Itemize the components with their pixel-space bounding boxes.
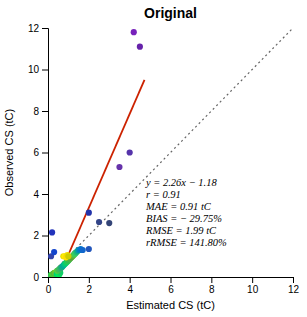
tick-mark <box>171 277 172 283</box>
point <box>116 164 122 170</box>
x-axis: 0 2 4 6 8 10 12 <box>46 277 300 295</box>
tick-label: 10 <box>247 284 259 295</box>
tick-label: 2 <box>87 284 93 295</box>
point <box>65 253 71 259</box>
annotation: y = 2.26x − 1.18r = 0.91MAE = 0.91 tCBIA… <box>145 177 227 248</box>
tick-label: 4 <box>127 284 133 295</box>
tick-mark <box>42 236 48 237</box>
annotation-line: RMSE = 1.99 tC <box>145 225 217 236</box>
tick: 8 <box>33 106 48 117</box>
tick-label: 8 <box>209 284 215 295</box>
annotation-line: r = 0.91 <box>146 189 181 200</box>
point <box>49 229 55 235</box>
tick-mark <box>42 111 48 112</box>
tick: 6 <box>33 147 48 158</box>
tick: 12 <box>28 23 48 34</box>
tick: 0 <box>46 277 52 295</box>
tick-mark <box>89 277 90 283</box>
annotation-line: MAE = 0.91 tC <box>145 201 212 212</box>
tick-mark <box>42 28 48 29</box>
tick: 10 <box>247 277 259 295</box>
point <box>131 29 137 35</box>
point <box>51 249 57 255</box>
reference-line <box>48 28 293 277</box>
tick-mark <box>42 194 48 195</box>
tick-mark <box>42 153 48 154</box>
tick-label: 4 <box>33 189 39 200</box>
y-axis-title: Observed CS (tC) <box>3 109 15 196</box>
point <box>86 210 92 216</box>
tick-label: 8 <box>33 106 39 117</box>
tick-label: 6 <box>168 284 174 295</box>
tick-label: 12 <box>288 284 300 295</box>
tick: 4 <box>127 277 133 295</box>
tick-mark <box>252 277 253 283</box>
plot-area <box>48 28 293 277</box>
tick: 10 <box>28 64 48 75</box>
tick: 0 <box>33 272 48 283</box>
tick-mark <box>211 277 212 283</box>
tick: 2 <box>33 230 48 241</box>
y-axis: 0 2 4 6 8 10 12 <box>28 23 49 283</box>
axis-line <box>42 29 49 278</box>
tick-label: 2 <box>33 230 39 241</box>
tick: 6 <box>168 277 174 295</box>
point <box>137 44 143 50</box>
tick-label: 6 <box>33 147 39 158</box>
chart: 0 2 4 6 8 10 12 0 2 4 6 8 10 12 y = 2.26x − 1.18r = 0.… <box>0 0 307 317</box>
tick: 2 <box>87 277 93 295</box>
point <box>96 219 102 225</box>
tick-mark <box>42 70 48 71</box>
regression-line <box>59 80 145 277</box>
tick-label: 12 <box>28 23 40 34</box>
tick-label: 0 <box>46 284 52 295</box>
annotation-line: rRMSE = 141.80% <box>146 237 227 248</box>
tick-mark <box>42 277 48 278</box>
point <box>86 246 92 252</box>
title: Original <box>144 5 197 21</box>
annotation-line: y = 2.26x − 1.18 <box>145 177 217 188</box>
annotation-line: BIAS = − 29.75% <box>146 213 222 224</box>
tick: 12 <box>288 277 300 295</box>
x-axis-title: Estimated CS (tC) <box>126 299 215 311</box>
point <box>127 149 133 155</box>
tick: 4 <box>33 189 48 200</box>
tick-mark <box>130 277 131 283</box>
tick-mark <box>293 277 294 283</box>
axis-line <box>49 278 294 284</box>
point <box>80 247 86 253</box>
point <box>106 220 112 226</box>
tick-label: 0 <box>33 272 39 283</box>
tick-label: 10 <box>28 64 40 75</box>
tick: 8 <box>209 277 215 295</box>
